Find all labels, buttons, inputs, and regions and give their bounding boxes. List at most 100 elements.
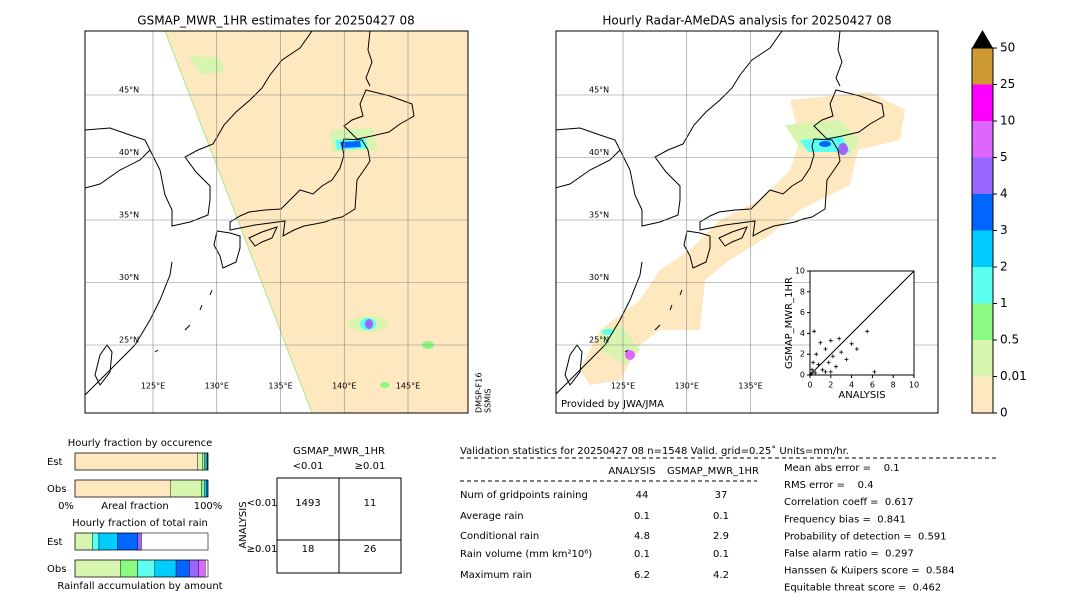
bar-segment [137, 532, 142, 551]
lat-label: 35°N [119, 211, 139, 220]
bar-segment [74, 479, 171, 498]
stat-label: Conditional rain [460, 531, 539, 542]
colorbar-label: 1 [1000, 296, 1008, 310]
stat-value: 44 [636, 490, 649, 501]
stat-label: Num of gridpoints raining [460, 490, 588, 501]
colorbar-label: 0 [1000, 406, 1008, 420]
map-left [85, 31, 468, 413]
colorbar-label: 3 [1000, 223, 1008, 237]
row-title: ANALYSIS [238, 501, 249, 548]
lon-label: 125°E [611, 382, 635, 391]
x-axis-label: Rainfall accumulation by amount [57, 581, 222, 592]
col-label: <0.01 [293, 461, 324, 472]
point [834, 364, 838, 369]
stat-value: 6.2 [634, 570, 650, 581]
point [865, 329, 870, 334]
x-tick-label: 2 [828, 381, 833, 390]
bar-frame [74, 479, 209, 498]
lon-label: 130°E [675, 382, 699, 391]
satellite-label: DMSP-F16 [475, 373, 484, 413]
x-tick-label: 0 [807, 381, 812, 390]
stat-value: 0.1 [634, 549, 650, 560]
y-tick-label: 4 [800, 329, 805, 338]
cell: 11 [364, 498, 377, 509]
stat-value: 4.2 [713, 570, 729, 581]
stat-value: 0.1 [713, 549, 729, 560]
colorbar-label: 4 [1000, 187, 1008, 201]
color-segment [972, 303, 993, 340]
stat-label: Rain volume (mm km²10⁶) [460, 549, 592, 560]
stat-value: 37 [715, 490, 728, 501]
point [823, 369, 828, 374]
lat-label: 45°N [589, 86, 609, 95]
point [830, 354, 835, 359]
lon-label: 130°E [205, 382, 229, 391]
lon-label: 135°E [738, 382, 762, 391]
bar-segment [98, 532, 118, 551]
colorbar-label: 10 [1000, 114, 1015, 128]
point [826, 360, 831, 365]
score: Frequency bias = 0.841 [784, 514, 906, 525]
col-header: ANALYSIS [608, 466, 655, 477]
score: RMS error = 0.4 [784, 480, 874, 491]
table-title: GSMAP_MWR_1HR [293, 446, 385, 457]
bar-frame [74, 559, 209, 578]
x-axis-label: ANALYSIS [838, 390, 885, 401]
bar-segment [170, 479, 202, 498]
row-label: Est [47, 457, 63, 468]
point [828, 338, 833, 343]
row-label: ≥0.01 [247, 544, 278, 555]
colorbar-label: 5 [1000, 150, 1008, 164]
x-tick-label: 4 [849, 381, 854, 390]
score: Hanssen & Kuipers score = 0.584 [784, 566, 955, 577]
y-tick-label: 0 [800, 371, 805, 380]
point [809, 371, 814, 376]
colorbar-label: 2 [1000, 260, 1008, 274]
score: Correlation coeff = 0.617 [784, 497, 914, 508]
bar-frame [74, 452, 209, 471]
score: False alarm ratio = 0.297 [784, 549, 914, 560]
x-tick-label: 10 [909, 381, 919, 390]
point [837, 336, 842, 341]
x-tick-label: 8 [891, 381, 896, 390]
x-axis-label: Areal fraction [101, 501, 168, 512]
map-title: Hourly Radar-AMeDAS analysis for 2025042… [602, 14, 891, 28]
y-tick-label: 2 [800, 350, 805, 359]
point [844, 357, 849, 362]
color-segment [972, 267, 993, 304]
bar-segment [202, 452, 205, 471]
bar-segment [92, 532, 100, 551]
colorbar-label: 25 [1000, 77, 1015, 91]
point [872, 369, 877, 374]
lat-label: 40°N [589, 148, 609, 157]
bar-segment [74, 559, 121, 578]
point [820, 367, 825, 372]
bar-segment [198, 559, 206, 578]
point [818, 340, 823, 345]
color-segment [972, 157, 993, 194]
lat-label: 25°N [119, 336, 139, 345]
y-tick-label: 6 [800, 308, 805, 317]
stat-value: 2.9 [713, 531, 729, 542]
lon-label: 145°E [396, 382, 420, 391]
point [813, 370, 818, 375]
point [810, 367, 815, 372]
stat-value: 0.1 [713, 511, 729, 522]
extend-triangle [972, 30, 993, 48]
lat-label: 45°N [119, 86, 139, 95]
bar-segment [189, 559, 199, 578]
stat-label: Maximum rain [460, 570, 532, 581]
bar-segment [204, 479, 207, 498]
axis-end-label: 100% [194, 501, 223, 512]
cell: 26 [364, 544, 377, 555]
point [849, 341, 854, 346]
colorbar-label: 50 [1000, 41, 1015, 55]
axis-end-label: 0% [58, 501, 74, 512]
lat-label: 30°N [119, 273, 139, 282]
point [811, 360, 816, 365]
map-title: GSMAP_MWR_1HR estimates for 20250427 08 [137, 14, 414, 28]
diagonal [809, 270, 915, 376]
lat-label: 40°N [119, 148, 139, 157]
bar-segment [201, 479, 205, 498]
